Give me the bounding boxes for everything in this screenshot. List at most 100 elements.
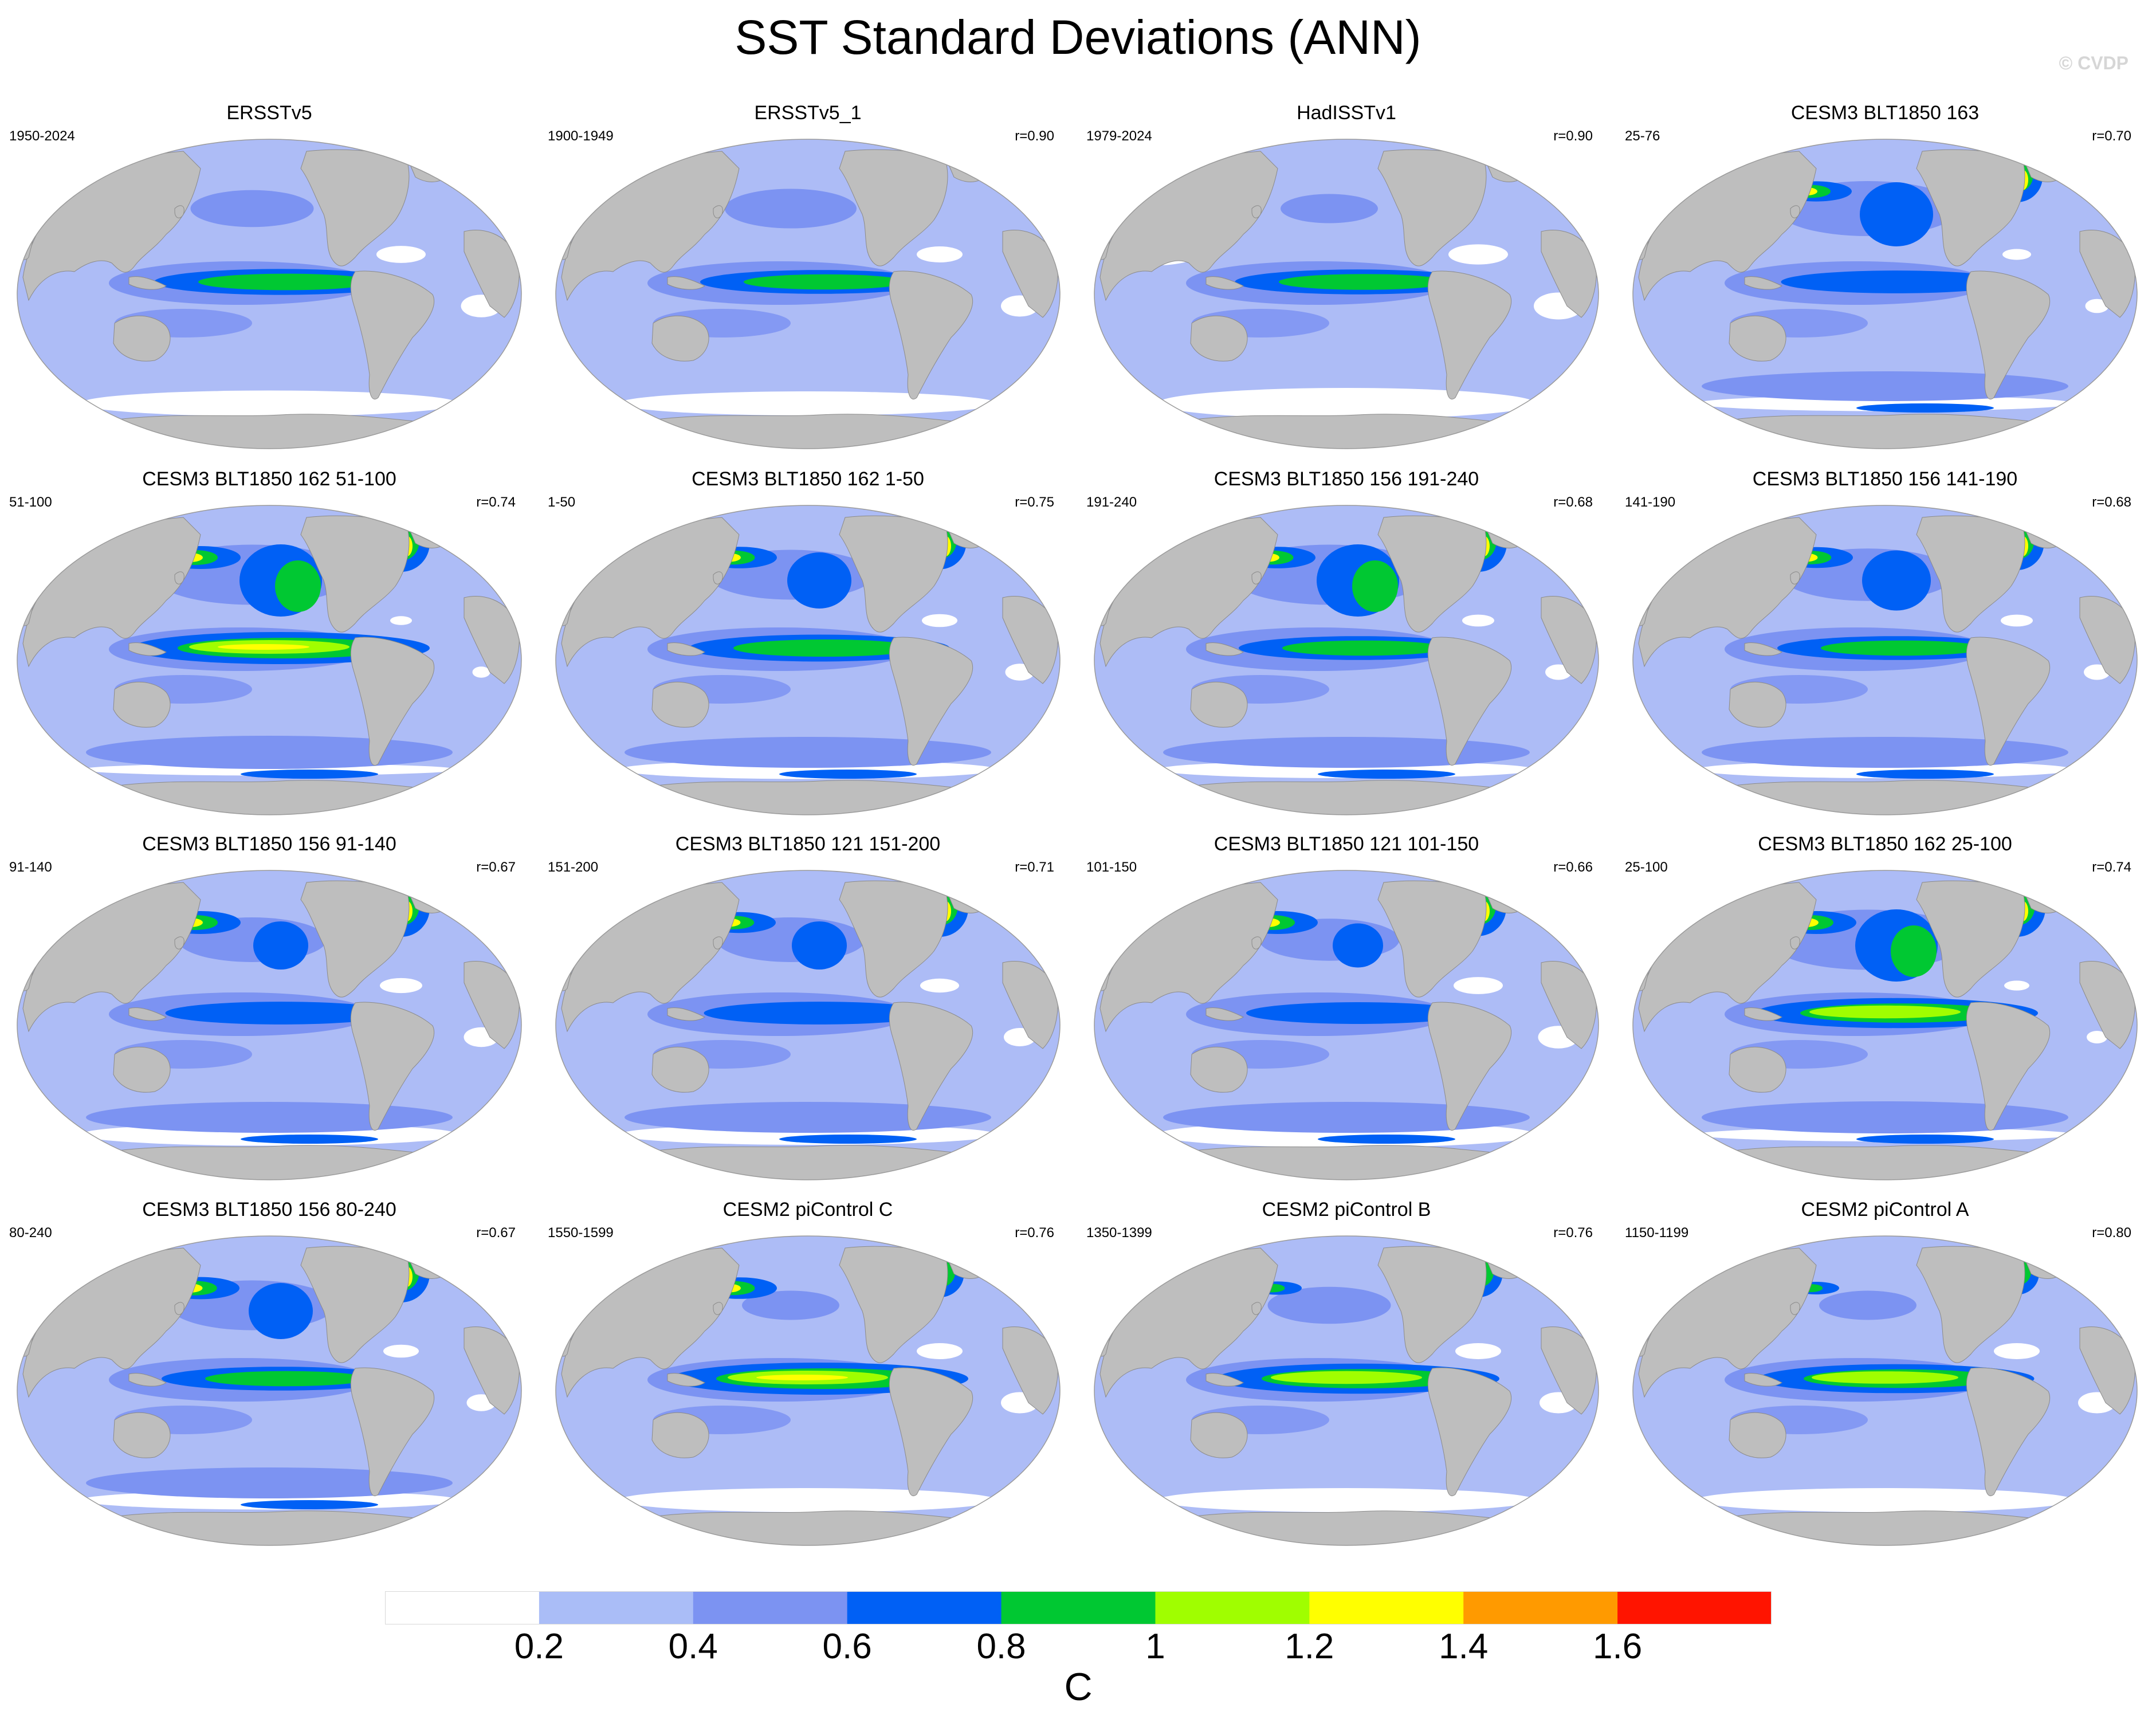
landmass-indo: [667, 1373, 705, 1387]
low-variance-patch: [1696, 1488, 2074, 1512]
sst-patch: [1702, 1101, 2068, 1133]
landmass-indo: [128, 642, 167, 656]
landmass-samerica: [350, 270, 435, 399]
colorbar-swatch: [1309, 1591, 1464, 1624]
figure-title: SST Standard Deviations (ANN): [735, 10, 1421, 64]
enso-tongue: [198, 273, 375, 291]
panel-grid: ERSSTv5 1950-2024 ERSSTv5_1 1900-1949 r=0.90…: [9, 101, 2138, 1546]
landmass-samerica: [1966, 637, 2051, 766]
low-variance-patch: [2002, 249, 2031, 260]
sst-map: [1094, 870, 1599, 1180]
sst-patch: [625, 737, 991, 768]
sst-patch: [86, 736, 453, 769]
low-variance-patch: [472, 666, 490, 678]
sst-field: [1633, 505, 2137, 815]
landmass-africa: [1002, 229, 1058, 318]
low-variance-patch: [2004, 980, 2029, 991]
colorbar-swatch: [539, 1591, 694, 1624]
landmass-australia: [1190, 1412, 1248, 1458]
sst-patch: [1702, 371, 2068, 401]
panel-correlation: r=0.71: [1015, 860, 1054, 875]
map-border: [1632, 139, 2138, 449]
colorbar-tick-label: 0.4: [668, 1627, 718, 1666]
sst-map: [1632, 870, 2138, 1180]
low-variance-patch: [390, 616, 412, 625]
landmass-antarctica: [108, 1145, 437, 1180]
landmass-antarctica: [646, 780, 975, 815]
panel-title: ERSSTv5_1: [754, 102, 862, 124]
landmass-japan: [713, 571, 723, 584]
landmass-samerica: [350, 1002, 435, 1131]
map-border: [17, 870, 522, 1180]
panel-correlation: r=0.76: [1015, 1225, 1054, 1241]
sst-map: [1632, 1235, 2138, 1546]
sst-patch: [253, 921, 308, 970]
panel-correlation: r=0.90: [1553, 128, 1593, 144]
map-border: [1094, 1235, 1599, 1546]
sst-patch: [1352, 560, 1398, 612]
landmass-samerica: [889, 637, 973, 766]
sst-field: [1633, 1236, 2137, 1545]
colorbar-swatch: [1155, 1591, 1310, 1624]
map-panel: CESM3 BLT1850 121 151-200 151-200 r=0.71: [539, 832, 1077, 1187]
low-variance-patch: [917, 1343, 963, 1359]
panel-years: 1979-2024: [1086, 128, 1152, 144]
panel-years: 1900-1949: [548, 128, 614, 144]
landmass-australia: [1729, 1046, 1786, 1093]
panel-correlation: r=0.70: [2092, 128, 2131, 144]
panel-correlation: r=0.80: [2092, 1225, 2131, 1241]
landmass-japan: [713, 936, 723, 949]
sst-patch: [1318, 1135, 1455, 1144]
panel-title: HadISSTv1: [1297, 102, 1396, 124]
map-panel: ERSSTv5_1 1900-1949 r=0.90: [539, 101, 1077, 456]
map-border: [1094, 870, 1599, 1180]
landmass-japan: [1790, 571, 1800, 584]
landmass-africa: [464, 595, 520, 684]
landmass-africa: [2079, 595, 2135, 684]
sst-patch: [1163, 737, 1530, 768]
panel-years: 51-100: [9, 495, 52, 510]
colorbar-swatch: [1463, 1591, 1618, 1624]
landmass-japan: [174, 205, 184, 218]
panel-years: 1-50: [548, 495, 576, 510]
enso-tongue: [1812, 1371, 1958, 1384]
landmass-antarctica: [646, 1145, 975, 1180]
panel-years: 191-240: [1086, 495, 1137, 510]
landmass-samerica: [889, 1002, 973, 1131]
low-variance-patch: [1157, 388, 1535, 419]
panel-title: CESM3 BLT1850 163: [1790, 102, 1980, 124]
map-panel: CESM3 BLT1850 156 191-240 191-240 r=0.68: [1077, 467, 1616, 822]
low-variance-patch: [1157, 1488, 1535, 1512]
sst-patch: [86, 1102, 453, 1133]
sst-patch: [1856, 1135, 1994, 1144]
colorbar-tick-label: 1: [1145, 1627, 1165, 1666]
landmass-indo: [1744, 1007, 1782, 1021]
panel-correlation: r=0.90: [1015, 128, 1054, 144]
landmass-antarctica: [1723, 414, 2052, 449]
map-border: [555, 139, 1061, 449]
landmass-australia: [651, 1412, 709, 1458]
colorbar-frame: [385, 1591, 1772, 1624]
panel-years: 1950-2024: [9, 128, 75, 144]
landmass-japan: [1790, 936, 1800, 949]
landmass-antarctica: [1723, 1145, 2052, 1180]
sst-field: [1094, 139, 1599, 449]
sst-patch: [241, 1500, 378, 1509]
panel-correlation: r=0.74: [476, 495, 516, 510]
landmass-australia: [1190, 1046, 1248, 1093]
landmass-japan: [174, 936, 184, 949]
landmass-indo: [1744, 276, 1782, 290]
colorbar-tick-label: 0.6: [822, 1627, 872, 1666]
sst-patch: [1163, 1102, 1530, 1133]
landmass-samerica: [1427, 1367, 1512, 1496]
panel-years: 1150-1199: [1625, 1225, 1689, 1241]
panel-title: CESM2 piControl B: [1262, 1199, 1431, 1220]
landmass-australia: [113, 681, 171, 728]
enso-tongue: [1279, 274, 1448, 290]
low-variance-patch: [1448, 244, 1508, 265]
sst-map: [1632, 505, 2138, 815]
sst-map: [555, 139, 1061, 449]
sst-patch: [1281, 194, 1378, 223]
landmass-australia: [651, 315, 709, 362]
low-variance-patch: [619, 391, 997, 415]
